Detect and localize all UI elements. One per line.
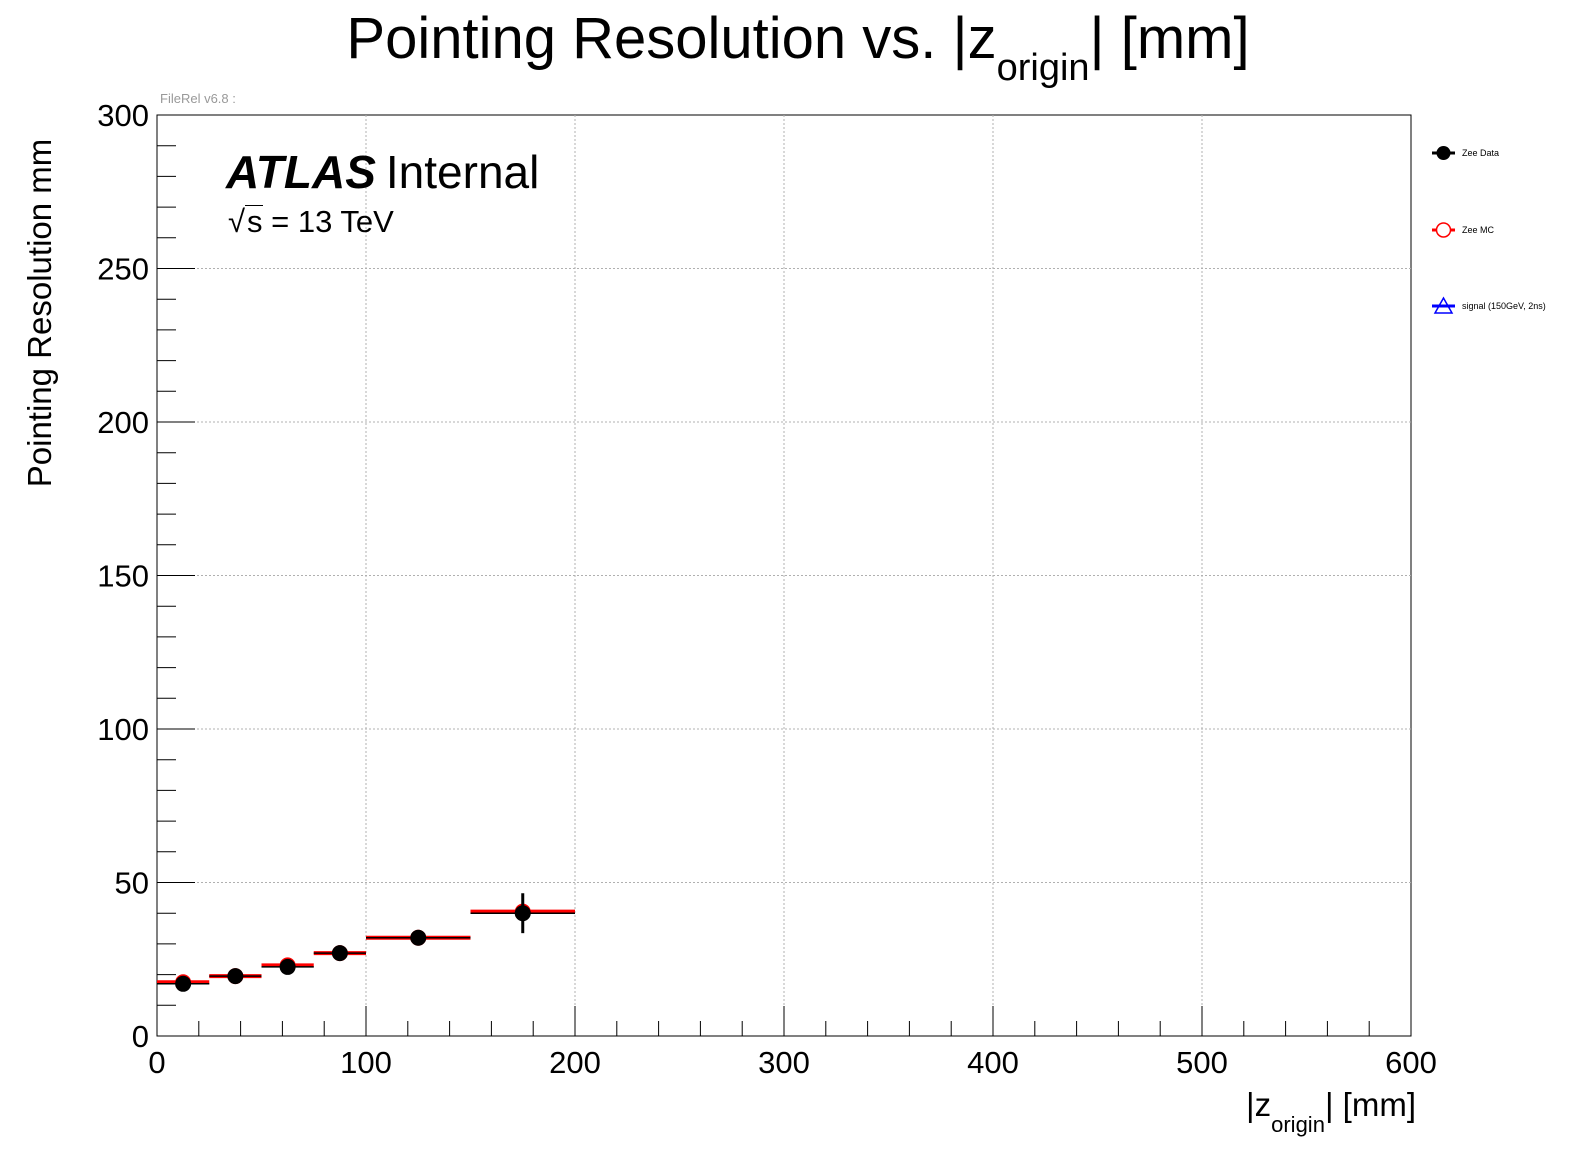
legend-entry: signal (150GeV, 2ns) — [1432, 296, 1546, 314]
legend-label: Zee MC — [1462, 225, 1495, 235]
y-tick-label: 50 — [115, 866, 149, 901]
x-tick-label: 200 — [549, 1045, 601, 1080]
y-tick-label: 200 — [97, 405, 149, 440]
legend-entry: Zee Data — [1432, 146, 1499, 160]
chart-title: Pointing Resolution vs. |zorigin| [mm] — [346, 6, 1250, 89]
x-tick-label: 100 — [340, 1045, 392, 1080]
energy-label: √s = 13 TeV — [228, 204, 394, 239]
x-tick-label: 600 — [1385, 1045, 1437, 1080]
y-tick-label: 300 — [97, 98, 149, 133]
version-label: FileRel v6.8 : — [160, 91, 236, 106]
atlas-label: ATLAS Internal — [226, 146, 540, 198]
x-tick-label: 300 — [758, 1045, 810, 1080]
y-tick-label: 100 — [97, 712, 149, 747]
data-point — [331, 945, 348, 962]
data-point — [410, 929, 427, 946]
data-point — [227, 968, 244, 985]
data-point — [514, 905, 531, 922]
legend-marker — [1435, 222, 1452, 238]
data-point — [175, 975, 192, 992]
y-tick-label: 0 — [132, 1019, 149, 1054]
y-tick-label: 250 — [97, 252, 149, 287]
legend-marker — [1436, 146, 1451, 160]
y-tick-label: 150 — [97, 559, 149, 594]
legend-marker — [1433, 296, 1454, 314]
x-tick-label: 500 — [1176, 1045, 1228, 1080]
x-tick-label: 400 — [967, 1045, 1019, 1080]
legend-label: signal (150GeV, 2ns) — [1462, 301, 1546, 311]
x-tick-label: 0 — [148, 1045, 165, 1080]
x-axis-label: |zorigin| [mm] — [1246, 1086, 1416, 1137]
data-point — [279, 958, 296, 975]
legend-label: Zee Data — [1462, 148, 1499, 158]
legend-entry: Zee MC — [1432, 222, 1495, 238]
